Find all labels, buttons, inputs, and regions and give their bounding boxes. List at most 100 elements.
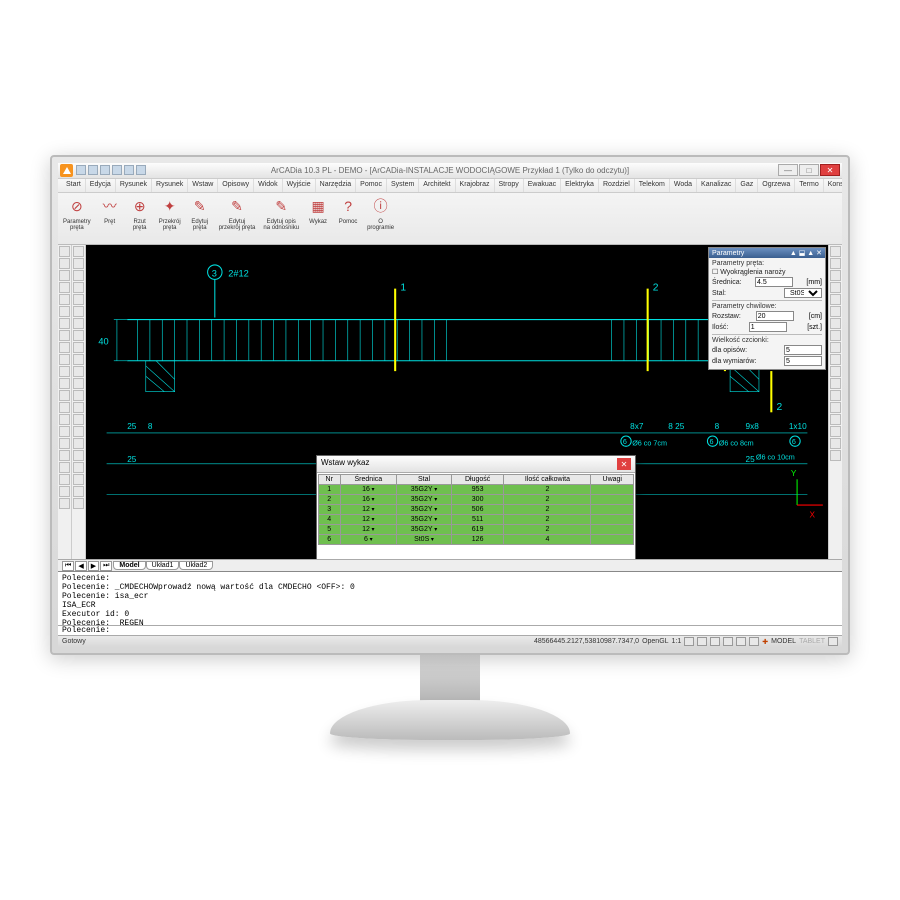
tool-button[interactable]: [73, 342, 84, 353]
table-cell[interactable]: 2: [504, 485, 591, 495]
table-cell[interactable]: 511: [451, 515, 504, 525]
table-cell[interactable]: 35G2Y: [397, 515, 452, 525]
tool-button[interactable]: [830, 366, 841, 377]
tool-button[interactable]: [59, 390, 70, 401]
count-input[interactable]: [749, 322, 787, 332]
tool-button[interactable]: [59, 318, 70, 329]
ribbon-tab[interactable]: Rysunek: [116, 179, 152, 192]
qat-icon[interactable]: [124, 165, 134, 175]
status-icon[interactable]: [723, 637, 733, 646]
ribbon-button[interactable]: ⊕Rzutpręta: [126, 195, 154, 242]
tab-model[interactable]: Model: [113, 561, 145, 570]
table-cell[interactable]: 4: [319, 515, 341, 525]
tool-button[interactable]: [73, 366, 84, 377]
tool-button[interactable]: [830, 426, 841, 437]
ribbon-button[interactable]: ⓘOprogramie: [364, 195, 397, 242]
table-cell[interactable]: St0S: [397, 535, 452, 545]
tool-button[interactable]: [73, 498, 84, 509]
table-cell[interactable]: 35G2Y: [397, 485, 452, 495]
tool-button[interactable]: [830, 330, 841, 341]
tool-button[interactable]: [59, 462, 70, 473]
status-tablet[interactable]: TABLET: [799, 638, 825, 645]
table-cell[interactable]: 12: [340, 525, 397, 535]
tool-button[interactable]: [59, 246, 70, 257]
ribbon-tab[interactable]: System: [387, 179, 419, 192]
tool-button[interactable]: [830, 270, 841, 281]
status-icon[interactable]: [710, 637, 720, 646]
ribbon-tab[interactable]: Kanalizac: [697, 179, 736, 192]
ribbon-tab[interactable]: Wyjście: [283, 179, 316, 192]
tool-button[interactable]: [59, 270, 70, 281]
table-cell[interactable]: 2: [504, 525, 591, 535]
status-icon[interactable]: [749, 637, 759, 646]
tool-button[interactable]: [830, 342, 841, 353]
tool-button[interactable]: [59, 378, 70, 389]
ribbon-tab[interactable]: Edycja: [86, 179, 116, 192]
table-cell[interactable]: 16: [340, 485, 397, 495]
qat-icon[interactable]: [100, 165, 110, 175]
status-icon[interactable]: [736, 637, 746, 646]
tool-button[interactable]: [830, 258, 841, 269]
tool-button[interactable]: [59, 306, 70, 317]
table-cell[interactable]: 4: [504, 535, 591, 545]
ribbon-tab[interactable]: Konstruk: [824, 179, 842, 192]
tool-button[interactable]: [830, 450, 841, 461]
spacing-input[interactable]: [756, 311, 794, 321]
table-cell[interactable]: 126: [451, 535, 504, 545]
tool-button[interactable]: [830, 414, 841, 425]
ribbon-tab[interactable]: Rozdziel: [599, 179, 635, 192]
table-cell[interactable]: 35G2Y: [397, 525, 452, 535]
toolbar-left-1[interactable]: [58, 245, 72, 559]
tool-button[interactable]: [830, 282, 841, 293]
table-row[interactable]: 11635G2Y9532: [319, 485, 634, 495]
tool-button[interactable]: [73, 258, 84, 269]
ribbon-button[interactable]: ⊘Parametrypręta: [60, 195, 94, 242]
tool-button[interactable]: [73, 354, 84, 365]
tool-button[interactable]: [73, 390, 84, 401]
tool-button[interactable]: [73, 438, 84, 449]
tool-button[interactable]: [830, 318, 841, 329]
table-cell[interactable]: 2: [504, 515, 591, 525]
table-row[interactable]: 21635G2Y3002: [319, 495, 634, 505]
table-cell[interactable]: 2: [504, 505, 591, 515]
tool-button[interactable]: [59, 438, 70, 449]
tool-button[interactable]: [830, 306, 841, 317]
tool-button[interactable]: [59, 486, 70, 497]
table-cell[interactable]: [591, 485, 634, 495]
ribbon-tab[interactable]: Narzędzia: [316, 179, 357, 192]
qat-icon[interactable]: [76, 165, 86, 175]
tool-button[interactable]: [73, 306, 84, 317]
ribbon-tab[interactable]: Krajobraz: [456, 179, 495, 192]
table-cell[interactable]: [591, 495, 634, 505]
toolbar-left-2[interactable]: [72, 245, 86, 559]
table-row[interactable]: 66St0S1264: [319, 535, 634, 545]
table-cell[interactable]: 16: [340, 495, 397, 505]
tool-button[interactable]: [73, 414, 84, 425]
tool-button[interactable]: [830, 294, 841, 305]
table-cell[interactable]: 6: [340, 535, 397, 545]
tool-button[interactable]: [73, 330, 84, 341]
minimize-button[interactable]: —: [778, 164, 798, 176]
table-cell[interactable]: 2: [504, 495, 591, 505]
table-cell[interactable]: [591, 535, 634, 545]
tool-button[interactable]: [830, 438, 841, 449]
table-cell[interactable]: 5: [319, 525, 341, 535]
tool-button[interactable]: [830, 378, 841, 389]
status-icon[interactable]: [828, 637, 838, 646]
tool-button[interactable]: [73, 474, 84, 485]
tool-button[interactable]: [73, 402, 84, 413]
ribbon-button[interactable]: ✎Edytujprzekrój pręta: [216, 195, 259, 242]
status-icon[interactable]: [697, 637, 707, 646]
tool-button[interactable]: [73, 462, 84, 473]
table-cell[interactable]: 619: [451, 525, 504, 535]
ribbon-tab[interactable]: Ogrzewa: [758, 179, 795, 192]
panel-controls[interactable]: ▲ ⬓ ▲ ✕: [790, 249, 822, 257]
tab-layout2[interactable]: Układ2: [179, 561, 213, 570]
table-cell[interactable]: [591, 515, 634, 525]
tool-button[interactable]: [59, 354, 70, 365]
ribbon-tab[interactable]: Start: [62, 179, 86, 192]
tool-button[interactable]: [59, 294, 70, 305]
ribbon-tab[interactable]: Widok: [254, 179, 282, 192]
maximize-button[interactable]: □: [799, 164, 819, 176]
drawing-canvas[interactable]: 1 2 2 3 2#12 40 25 8: [86, 245, 828, 559]
